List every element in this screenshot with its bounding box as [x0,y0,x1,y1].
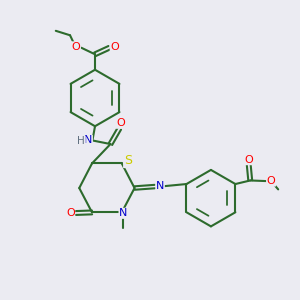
Text: O: O [267,176,275,186]
Text: O: O [116,118,125,128]
Text: N: N [84,136,92,146]
Text: O: O [66,208,75,218]
Text: O: O [110,42,119,52]
Text: O: O [244,155,253,165]
Text: O: O [72,42,80,52]
Text: S: S [124,154,132,167]
Text: N: N [119,208,128,218]
Text: N: N [156,181,164,191]
Text: H: H [77,136,85,146]
